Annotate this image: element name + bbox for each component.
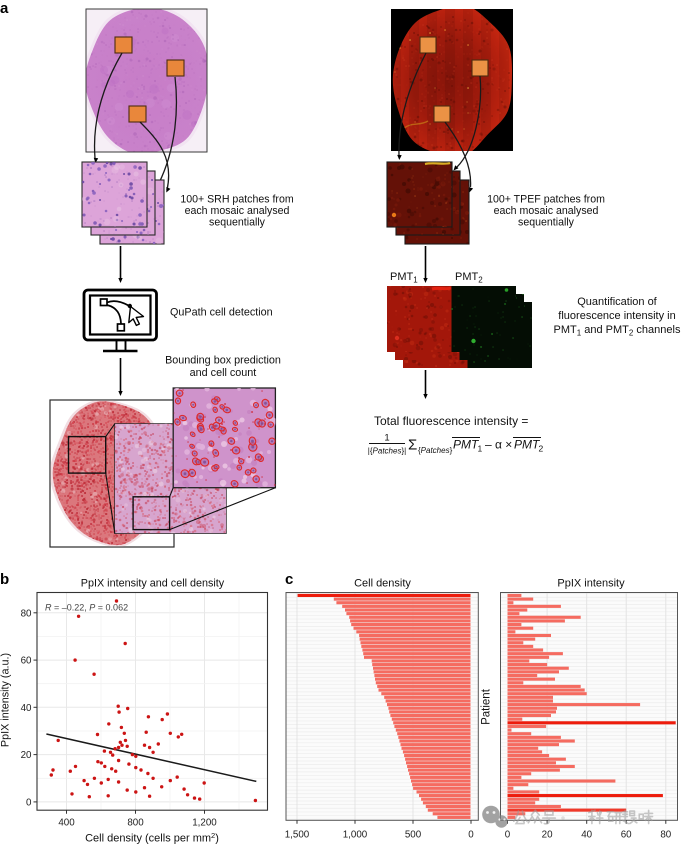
svg-text:80: 80 [21,608,32,619]
svg-text:60: 60 [621,830,632,841]
svg-text:PMT: PMT [453,438,480,452]
svg-text:60: 60 [21,656,32,667]
svg-text:1: 1 [384,433,389,444]
svg-text:PpIX intensity (a.u.): PpIX intensity (a.u.) [0,653,12,747]
svg-text:40: 40 [21,703,32,714]
svg-text:|{Patches}|: |{Patches}| [368,447,406,456]
svg-text:40: 40 [581,830,592,841]
svg-text:R = –0.22, P = 0.062: R = –0.22, P = 0.062 [45,603,128,613]
svg-text:each mosaic analysed: each mosaic analysed [185,205,290,217]
svg-text:– α ×: – α × [485,438,512,452]
svg-text:PpIX intensity and cell densit: PpIX intensity and cell density [81,578,225,590]
svg-text:0: 0 [505,830,511,841]
svg-text:fluorescence intensity in: fluorescence intensity in [558,310,675,322]
svg-text:20: 20 [542,830,553,841]
svg-text:0: 0 [468,830,474,841]
svg-text:QuPath cell detection: QuPath cell detection [170,307,273,319]
svg-text:100+ SRH patches from: 100+ SRH patches from [180,194,294,206]
svg-text:800: 800 [127,818,144,829]
svg-text:1: 1 [478,444,483,454]
svg-text:Σ: Σ [408,437,417,454]
svg-text:Patient: Patient [481,688,493,725]
svg-text:0: 0 [26,797,32,808]
svg-text:c: c [285,571,293,588]
svg-text:1,200: 1,200 [192,818,217,829]
svg-text:400: 400 [58,818,75,829]
svg-text:Bounding box prediction: Bounding box prediction [165,355,281,367]
svg-text:PMT2: PMT2 [455,271,483,285]
svg-text:each mosaic analysed: each mosaic analysed [494,205,599,217]
svg-text:Total fluorescence intensity =: Total fluorescence intensity = [374,414,528,428]
svg-text:1,000: 1,000 [343,830,368,841]
svg-text:b: b [0,571,9,588]
svg-text:100+ TPEF patches from: 100+ TPEF patches from [487,194,605,206]
svg-text:{Patches}: {Patches} [418,446,453,455]
svg-text:sequentially: sequentially [209,217,266,229]
svg-text:PMT1 and PMT2 channels: PMT1 and PMT2 channels [554,324,681,338]
svg-text:Cell density (cells per mm2): Cell density (cells per mm2) [85,831,219,845]
svg-text:PMT1: PMT1 [390,271,418,285]
svg-text:500: 500 [405,830,422,841]
svg-text:20: 20 [21,750,32,761]
svg-text:and cell count: and cell count [190,367,257,379]
svg-text:1,500: 1,500 [285,830,310,841]
svg-text:sequentially: sequentially [518,217,575,229]
svg-text:80: 80 [660,830,671,841]
svg-text:Cell density: Cell density [354,578,411,590]
svg-text:2: 2 [539,444,544,454]
svg-text:PMT: PMT [514,438,541,452]
svg-text:a: a [0,0,9,17]
svg-text:Quantification of: Quantification of [577,296,657,308]
svg-text:PpIX intensity: PpIX intensity [557,578,625,590]
